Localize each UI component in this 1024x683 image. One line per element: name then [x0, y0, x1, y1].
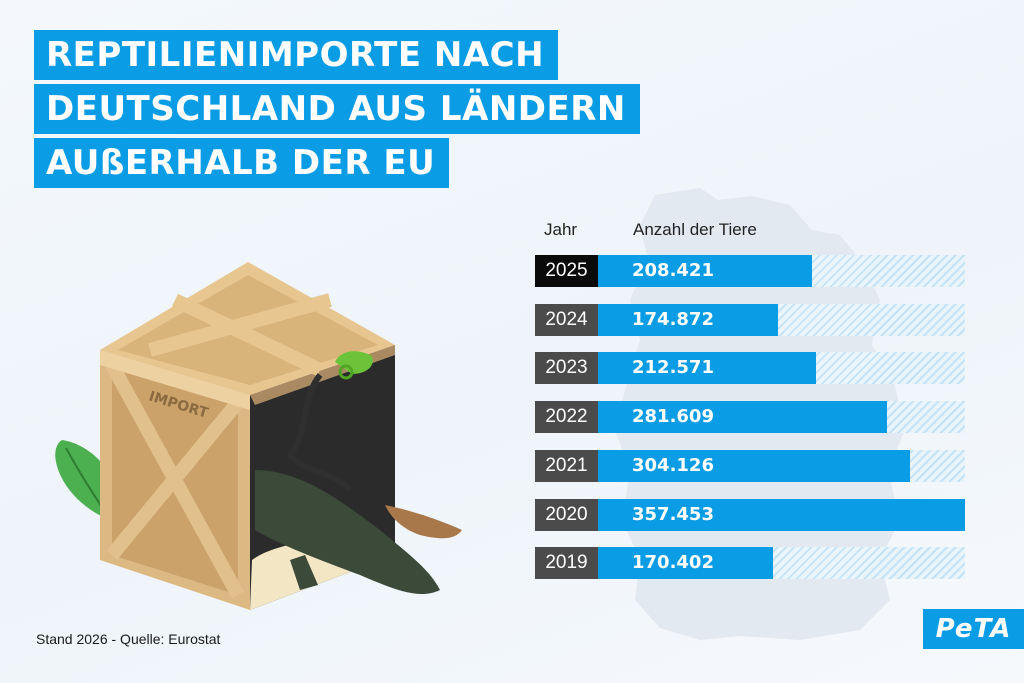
value-label-2023: 212.571 [632, 357, 714, 379]
bar-track-2022: 281.609 [598, 401, 965, 434]
value-label-2019: 170.402 [632, 552, 714, 574]
bar-row-2023: 2023 212.571 [535, 352, 965, 385]
bar-row-2021: 2021 304.126 [535, 449, 965, 482]
bar-track-2019: 170.402 [598, 547, 965, 580]
chart-title: REPTILIENIMPORTE NACH DEUTSCHLAND AUS LÄ… [34, 30, 640, 192]
bar-track-2025: 208.421 [598, 255, 965, 287]
bar-row-2019: 2019 170.402 [535, 547, 965, 580]
title-line-1: REPTILIENIMPORTE NACH [34, 30, 559, 80]
bar-2019 [598, 547, 773, 580]
year-label-2020: 2020 [535, 498, 598, 531]
bar-row-2025: 2025 208.421 [535, 255, 965, 287]
value-label-2025: 208.421 [632, 260, 714, 281]
bar-track-2020: 357.453 [598, 498, 965, 531]
year-label-2019: 2019 [535, 547, 598, 580]
bar-track-2023: 212.571 [598, 352, 965, 385]
source-note: Stand 2026 - Quelle: Eurostat [36, 631, 221, 647]
year-label-2024: 2024 [535, 303, 598, 336]
value-label-2021: 304.126 [632, 454, 714, 476]
bar-row-2020: 2020 357.453 [535, 498, 965, 531]
bar-track-2024: 174.872 [598, 303, 965, 336]
year-label-2022: 2022 [535, 401, 598, 434]
bar-2024 [598, 303, 778, 336]
crate-illustration: IMPORT [100, 262, 462, 610]
value-label-2022: 281.609 [632, 406, 714, 428]
column-header-year: Jahr [544, 220, 578, 239]
bar-2023 [598, 352, 816, 385]
title-line-3: AUßERHALB DER EU [34, 138, 450, 188]
bar-2022 [598, 401, 887, 434]
column-header-count: Anzahl der Tiere [633, 220, 757, 239]
year-label-2023: 2023 [535, 352, 598, 385]
bar-track-2021: 304.126 [598, 449, 965, 482]
bar-row-2024: 2024 174.872 [535, 303, 965, 336]
title-line-2: DEUTSCHLAND AUS LÄNDERN [34, 84, 640, 134]
peta-logo: PeTA [923, 609, 1024, 649]
bar-2020 [598, 498, 965, 531]
year-label-2021: 2021 [535, 449, 598, 482]
year-label-2025: 2025 [535, 255, 598, 287]
bar-2025 [598, 255, 812, 287]
bar-row-2022: 2022 281.609 [535, 401, 965, 434]
value-label-2024: 174.872 [632, 308, 714, 330]
bar-2021 [598, 449, 910, 482]
value-label-2020: 357.453 [632, 503, 714, 525]
